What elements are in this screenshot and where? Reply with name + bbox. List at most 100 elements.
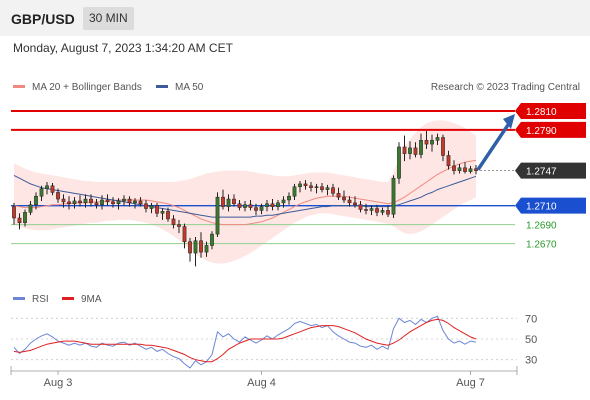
candle-body [166,211,170,220]
rsi-tick-label: 30 [525,355,537,367]
candle-body [331,187,335,194]
candle-body [78,200,82,204]
candle-body [243,204,247,208]
candle-body [397,146,401,179]
candle-body [45,185,49,189]
rsi-9ma-line [13,318,477,363]
time-tick-label: Aug 4 [247,377,276,389]
candle-body [138,200,143,205]
candle-body [441,137,445,156]
support-label: 1.2670 [526,240,557,251]
candle-body [309,185,313,188]
candle-body [83,198,88,204]
candle-body [199,240,203,253]
time-tick-label: Aug 7 [456,377,485,389]
candle-body [369,208,374,211]
legend-ma50-label: MA 50 [175,82,204,93]
last-price-label: 1.2747 [526,167,557,178]
candle-body [122,198,126,202]
candle-body [144,203,148,209]
candle-body [457,167,462,171]
candle-body [67,201,71,205]
candle-body [188,241,192,254]
candle-body [265,203,269,207]
candle-body [149,205,154,209]
candle-body [468,168,473,172]
pivot-tag [515,197,586,214]
legend-rsi-swatch [13,297,25,300]
candle-body [435,137,440,141]
candle-body [347,199,352,204]
candle-body [259,206,264,211]
rsi-tick-label: 70 [525,313,537,325]
candle-body [89,198,93,204]
candle-body [171,218,176,225]
candle-body [463,167,467,172]
bollinger-band-area [14,120,476,264]
candle-body [248,204,253,208]
resistance-label: 1.2790 [526,126,557,137]
candle-body [160,211,165,214]
candle-body [237,203,242,208]
candle-body [232,198,236,205]
legend-ma50-swatch [156,85,168,88]
candle-body [204,245,209,253]
support-label: 1.2690 [526,221,557,232]
candle-body [314,186,319,188]
candle-body [303,183,308,187]
candle-body [342,196,346,201]
candle-body [177,224,181,227]
candle-body [380,210,385,213]
legend-9ma-swatch [62,297,74,300]
candle-body [39,188,44,197]
candle-body [133,200,137,204]
legend-ma20-swatch [13,85,25,88]
candle-body [375,208,379,213]
candle-body [386,210,390,215]
last-price-tag [515,162,586,179]
candle-body [28,204,33,213]
candle-body [215,196,220,235]
candle-body [292,186,297,197]
candle-body [358,204,363,210]
candle-body [402,146,407,154]
level-lines [11,109,515,245]
forecast-arrow-icon [476,113,515,171]
rsi-line [13,315,477,369]
credit-label: Research © 2023 Trading Central [431,82,580,93]
candle-body [17,217,22,223]
candle-body [413,147,418,155]
timeframe-button[interactable]: 30 MIN [83,7,134,30]
candle-body [430,140,434,145]
candle-body [270,203,275,207]
candle-body [127,198,132,204]
candle-body [446,155,451,167]
datetime-label: Monday, August 7, 2023 1:34:20 AM CET [13,41,233,55]
symbol-label: GBP/USD [11,11,75,27]
candle-body [182,226,187,242]
candle-body [105,199,110,203]
candle-body [419,140,423,155]
candle-body [408,147,412,154]
candle-body [226,198,231,207]
candle-body [364,209,368,211]
resistance-tag [515,102,586,119]
time-axis: Aug 3 Aug 4 Aug 7 [10,366,518,389]
rsi-grid: 70 50 30 [11,313,537,367]
candle-body [193,240,198,254]
candle-body [424,140,429,145]
candle-body [320,186,324,190]
candle-body [353,202,357,205]
candle-body [61,198,66,203]
candle-body [287,195,291,201]
candle-body [56,192,60,200]
pivot-label: 1.2710 [526,202,557,213]
candle-body [276,202,280,207]
resistance-tag [515,121,586,138]
candle-body [336,193,341,198]
candle-body [23,212,27,223]
candle-body [391,177,396,215]
candle-body [221,196,225,207]
candle-body [155,205,159,214]
